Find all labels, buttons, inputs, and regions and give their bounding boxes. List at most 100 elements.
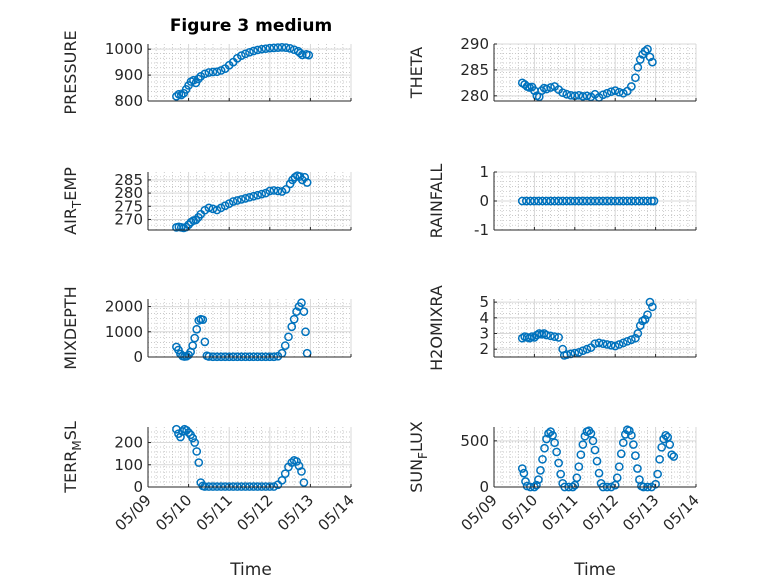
data-point: [570, 196, 580, 206]
data-point: [299, 307, 309, 316]
y-tick-label: 285: [114, 171, 143, 189]
data-point: [228, 197, 238, 206]
data-point: [537, 86, 547, 95]
x-tick-label: 05/10: [152, 491, 195, 534]
data-point: [280, 469, 290, 479]
data-point: [635, 55, 645, 64]
y-tick-label: 0: [133, 348, 143, 366]
data-point: [281, 185, 291, 194]
data-point: [189, 75, 198, 85]
y-axis-label: THETA: [407, 47, 426, 99]
data-point: [257, 44, 267, 54]
data-point: [639, 196, 648, 206]
data-point: [631, 196, 640, 206]
y-tick-label: 1: [479, 163, 489, 181]
data-point: [261, 44, 271, 54]
data-point: [253, 190, 262, 200]
data-point: [624, 426, 634, 436]
data-point: [648, 302, 657, 312]
data-point: [572, 473, 582, 483]
data-point: [627, 82, 636, 91]
data-point: [297, 298, 306, 308]
y-axis-label-main: TERR: [61, 451, 80, 494]
data-point: [550, 196, 559, 206]
data-point: [536, 466, 545, 475]
data-point: [566, 90, 576, 100]
data-point: [265, 43, 275, 53]
y-axis-label: PRESSURE: [61, 30, 80, 114]
data-point: [200, 337, 210, 347]
data-point: [631, 333, 640, 343]
data-point: [245, 192, 254, 202]
data-point: [534, 475, 543, 484]
data-point: [618, 338, 628, 348]
data-point: [594, 196, 604, 206]
data-point: [629, 440, 638, 449]
data-point: [190, 333, 200, 343]
data-point: [653, 469, 662, 479]
axes-mixdepth: 0 1000 2000 MIXDEPTH: [61, 286, 352, 370]
data-point: [198, 315, 208, 325]
data-point: [544, 429, 553, 438]
data-point: [519, 468, 529, 478]
data-point: [645, 52, 655, 62]
data-point: [542, 84, 551, 94]
data-point: [594, 468, 604, 478]
data-point: [643, 310, 652, 320]
data-point: [269, 186, 279, 195]
data-point: [648, 57, 657, 67]
y-tick-label: 3: [479, 324, 489, 342]
data-point: [532, 480, 541, 490]
data-point: [556, 469, 566, 479]
data-point: [640, 315, 650, 324]
y-axis-label-rest: SL: [61, 421, 80, 440]
data-point: [281, 43, 291, 52]
y-axis-label: MIXDEPTH: [61, 286, 80, 369]
data-point: [550, 332, 559, 341]
axes-theta: 280 285 290 THETA: [407, 35, 697, 105]
y-tick-label: 800: [114, 92, 143, 110]
data-point: [212, 67, 222, 77]
data-point: [610, 86, 620, 95]
data-point: [578, 440, 588, 449]
data-point: [558, 196, 568, 206]
x-tick-label: 05/11: [538, 491, 581, 534]
data-point: [614, 87, 624, 97]
data-point: [554, 458, 563, 468]
y-axis-label: H2OMIXRA: [427, 285, 446, 371]
data-point: [302, 348, 312, 358]
data-point: [277, 43, 287, 52]
data-point: [554, 196, 563, 206]
y-tick-label: 270: [114, 210, 143, 228]
data-point: [181, 222, 191, 232]
data-point: [546, 196, 555, 206]
x-tick-label: 05/13: [619, 491, 662, 534]
data-point: [633, 464, 642, 473]
data-point: [582, 196, 592, 206]
data-point: [574, 462, 584, 472]
data-point: [618, 196, 628, 206]
data-point: [649, 196, 659, 206]
data-point: [297, 175, 307, 185]
data-point: [542, 196, 551, 206]
data-point: [540, 443, 549, 453]
y-tick-label: 280: [460, 87, 489, 105]
x-tick-label: 05/12: [579, 491, 622, 534]
data-point: [594, 338, 604, 348]
data-point: [661, 430, 671, 440]
x-tick-label: 05/14: [315, 491, 358, 534]
data-point: [562, 89, 572, 99]
data-point: [277, 475, 287, 485]
data-point: [253, 45, 262, 55]
y-axis-label: RAINFALL: [427, 164, 446, 239]
data-point: [517, 464, 527, 473]
data-point: [576, 450, 586, 460]
data-point: [265, 186, 275, 196]
data-point: [622, 196, 632, 206]
y-tick-label: 0: [479, 192, 489, 210]
data-point: [287, 458, 297, 467]
data-point: [273, 43, 283, 52]
data-point: [172, 91, 181, 101]
